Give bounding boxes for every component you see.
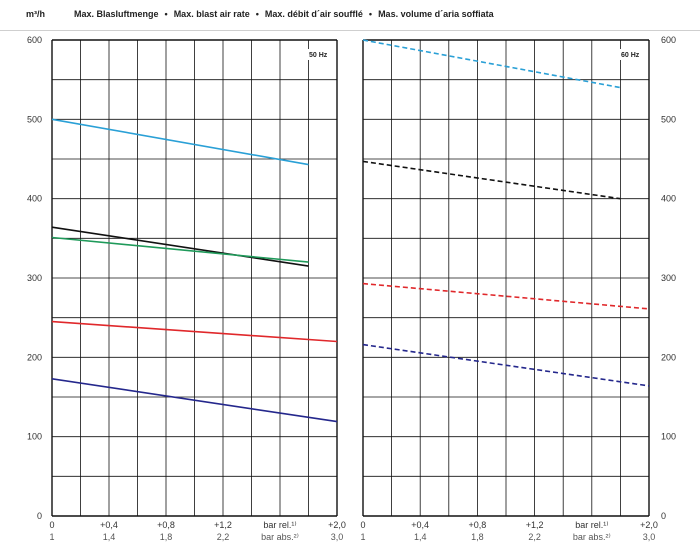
title-fr: Max. débit d´air soufflé (264, 9, 363, 19)
y-unit-label: m³/h (26, 9, 45, 19)
title-de: Max. Blasluftmenge (74, 9, 159, 19)
y-tick-label-50hz: 200 (27, 352, 42, 362)
chart-title: Max. Blasluftmenge • Max. blast air rate • M… (74, 9, 494, 19)
y-tick-label-50hz: 600 (27, 35, 42, 45)
x-tick-label-60hz: 0 (360, 520, 365, 530)
y-tick-label-60hz: 300 (661, 273, 676, 283)
x-tick-label-60hz: +2,0 (640, 520, 658, 530)
title-separator: • (164, 9, 168, 19)
x-tick-sublabel-50hz: 3,0 (331, 532, 344, 542)
panel-label-bg-50hz (307, 49, 333, 60)
series-line-60hz-4 (362, 343, 650, 387)
x-tick-sublabel-50hz: bar abs.²⁾ (261, 532, 299, 542)
panel-label-bg-60hz (619, 49, 645, 60)
x-tick-sublabel-60hz: 2,2 (528, 532, 541, 542)
x-tick-sublabel-50hz: 2,2 (217, 532, 230, 542)
series-line-50hz-4 (51, 320, 338, 343)
x-tick-label-50hz: +0,8 (157, 520, 175, 530)
y-tick-label-50hz: 400 (27, 194, 42, 204)
y-tick-label-60hz: 500 (661, 114, 676, 124)
x-tick-sublabel-60hz: bar abs.²⁾ (573, 532, 611, 542)
y-tick-label-60hz: 600 (661, 35, 676, 45)
x-tick-label-50hz: bar rel.¹⁾ (263, 520, 296, 530)
x-tick-sublabel-60hz: 1,8 (471, 532, 484, 542)
y-tick-label-60hz: 200 (661, 352, 676, 362)
x-tick-sublabel-50hz: 1,8 (160, 532, 173, 542)
x-tick-sublabel-60hz: 1,4 (414, 532, 427, 542)
title-it: Mas. volume d´aria soffiata (378, 9, 494, 19)
series-line-50hz-5 (51, 378, 338, 423)
series-line-50hz-1 (51, 118, 309, 166)
series-line-50hz-2 (51, 226, 309, 267)
x-tick-label-50hz: +2,0 (328, 520, 346, 530)
x-tick-label-60hz: +0,8 (469, 520, 487, 530)
y-tick-label-60hz: 400 (661, 194, 676, 204)
x-tick-sublabel-60hz: 1 (360, 532, 365, 542)
x-tick-label-50hz: +0,4 (100, 520, 118, 530)
y-tick-label-60hz: 0 (661, 511, 666, 521)
title-separator: • (255, 9, 259, 19)
series-line-50hz-3 (51, 236, 309, 263)
y-tick-label-50hz: 100 (27, 432, 42, 442)
series-line-60hz-1 (362, 39, 621, 89)
y-tick-label-50hz: 300 (27, 273, 42, 283)
x-tick-label-60hz: +0,4 (411, 520, 429, 530)
x-tick-sublabel-50hz: 1,4 (103, 532, 116, 542)
series-line-60hz-2 (362, 160, 621, 200)
y-tick-label-50hz: 500 (27, 114, 42, 124)
y-tick-label-50hz: 0 (37, 511, 42, 521)
x-tick-sublabel-50hz: 1 (49, 532, 54, 542)
title-separator: • (368, 9, 373, 19)
x-tick-label-60hz: +1,2 (526, 520, 544, 530)
chart-header: m³/h Max. Blasluftmenge • Max. blast air r… (0, 0, 700, 31)
x-tick-label-50hz: 0 (49, 520, 54, 530)
x-tick-label-60hz: bar rel.¹⁾ (575, 520, 608, 530)
panel-label-60hz: 60 Hz (621, 52, 640, 59)
y-tick-label-60hz: 100 (661, 432, 676, 442)
title-en: Max. blast air rate (173, 9, 250, 19)
x-tick-label-50hz: +1,2 (214, 520, 232, 530)
panel-label-50hz: 50 Hz (309, 52, 328, 59)
x-tick-sublabel-60hz: 3,0 (643, 532, 656, 542)
